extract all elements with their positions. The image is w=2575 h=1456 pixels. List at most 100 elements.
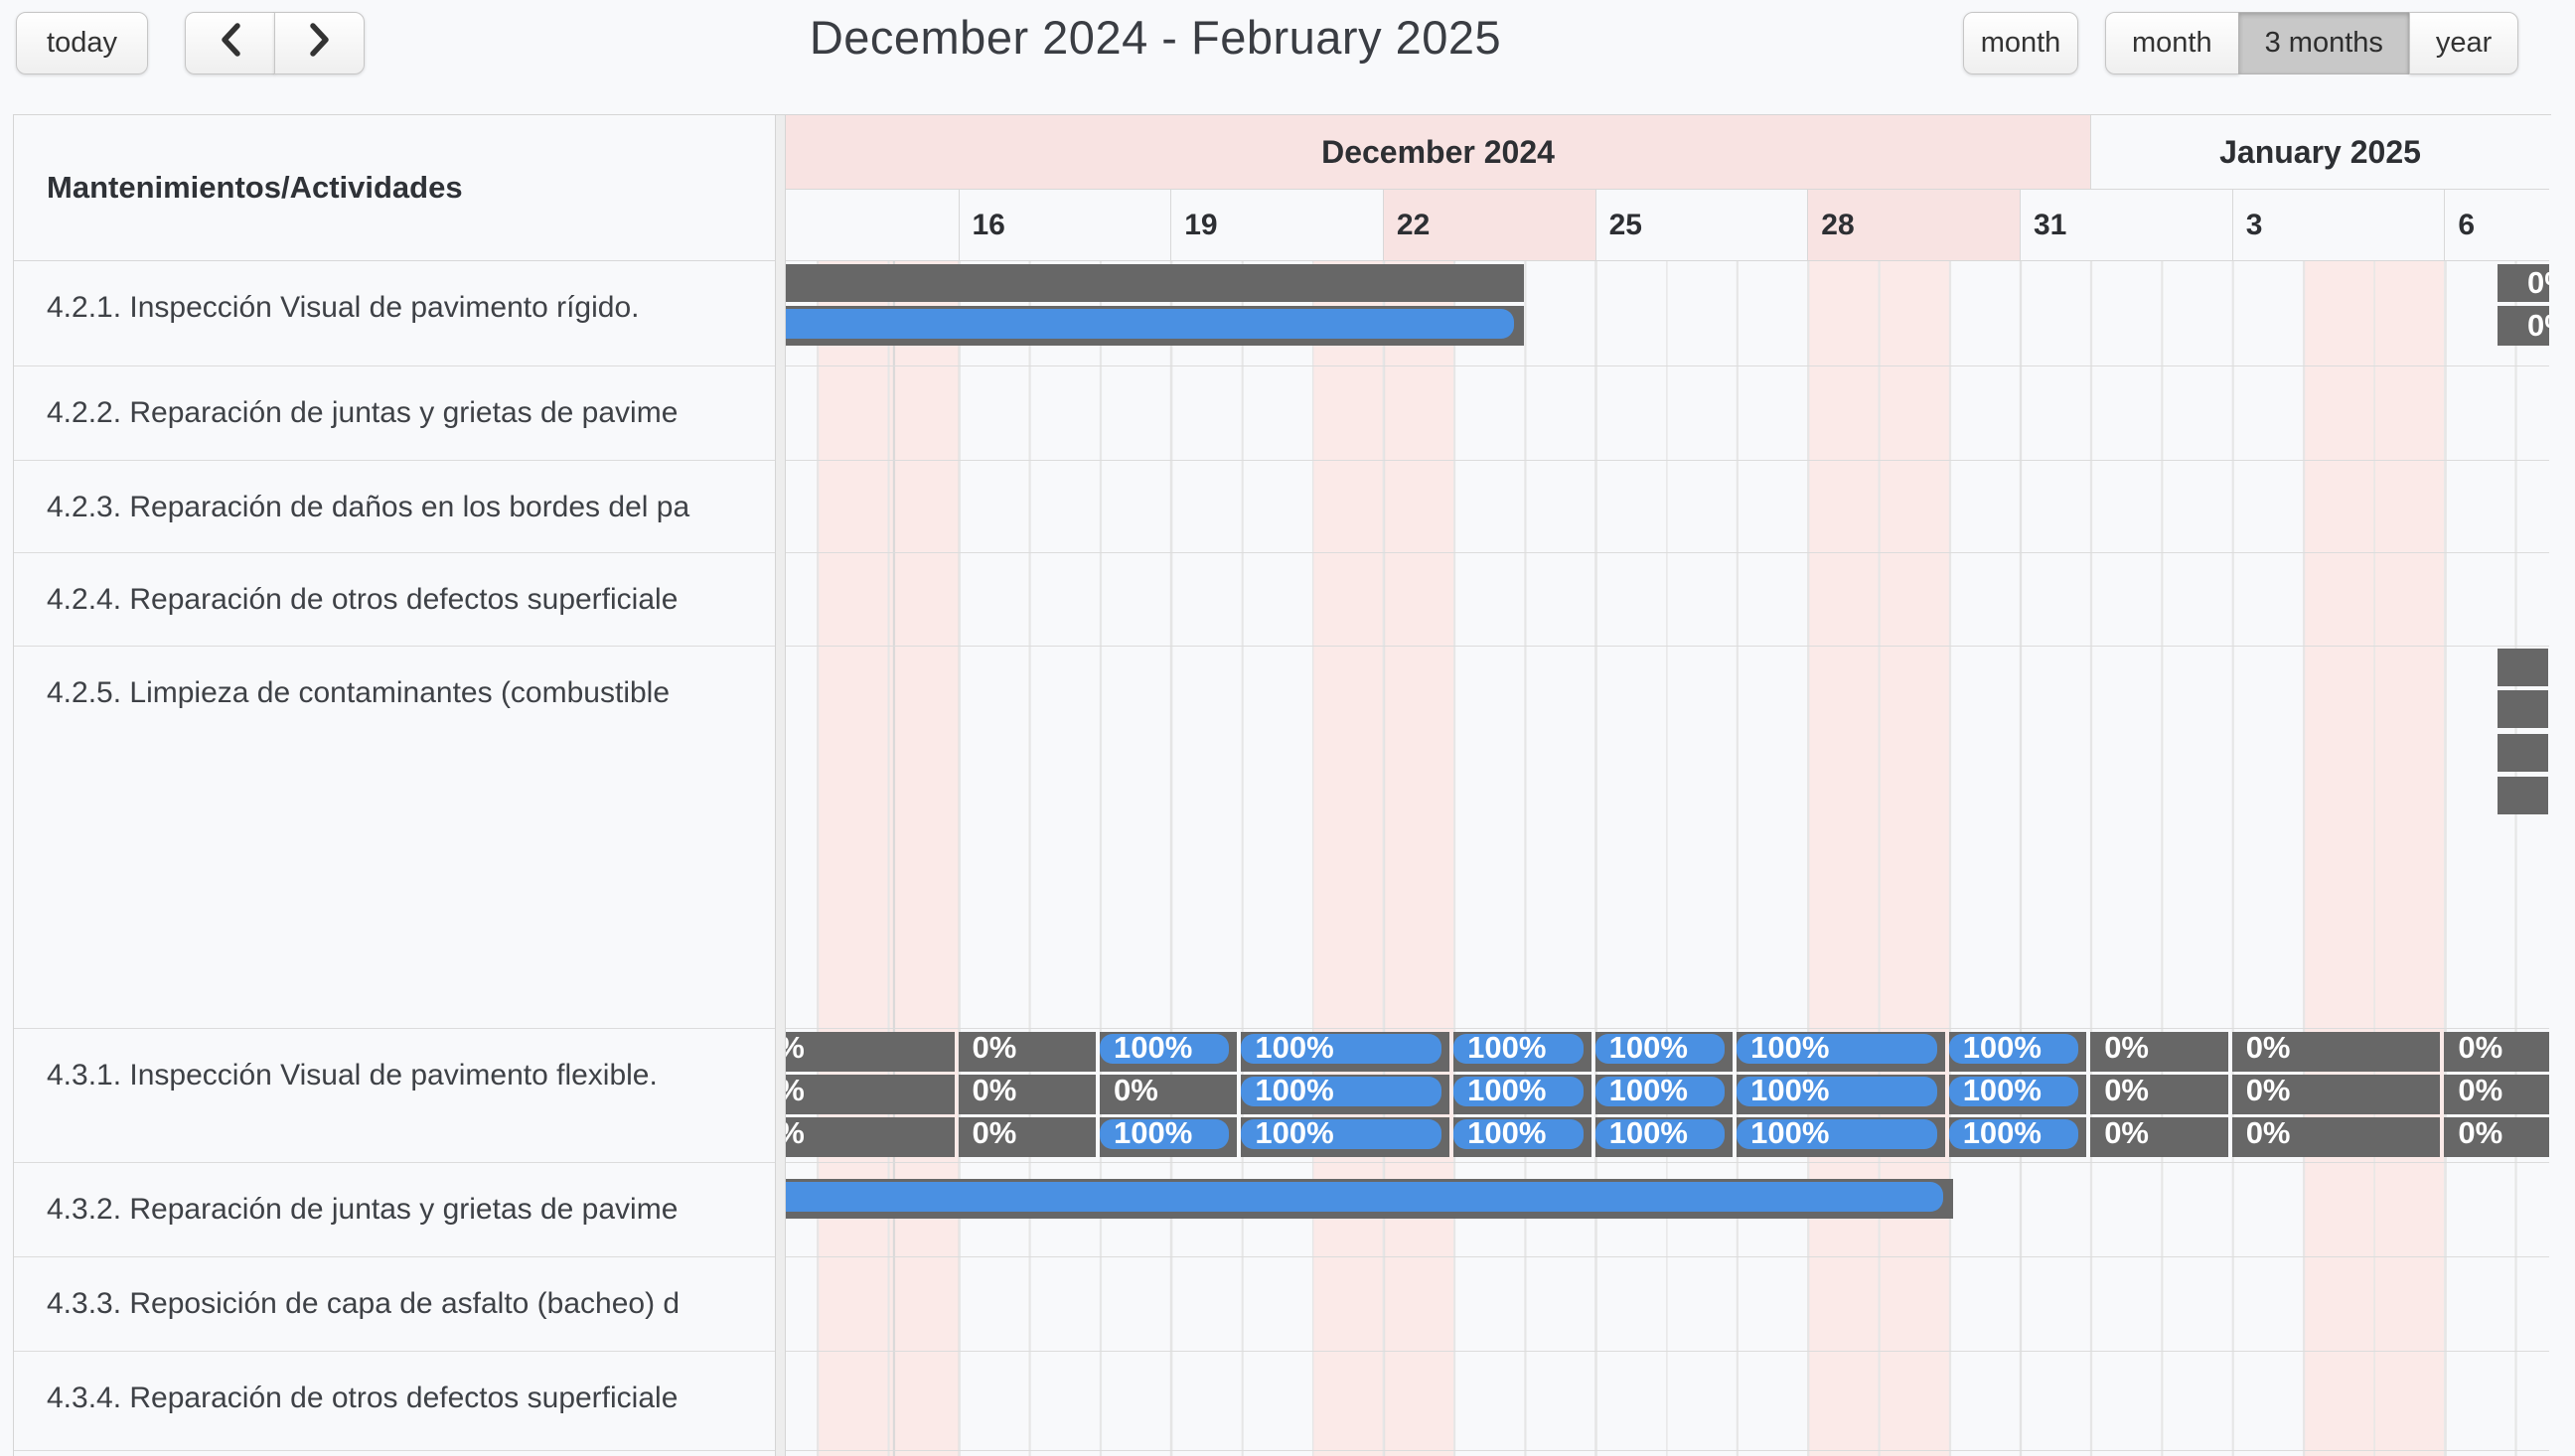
gantt-bar-segment[interactable]: 0%	[2090, 1115, 2228, 1157]
gantt-bar-segment[interactable]: 0%	[2444, 1073, 2549, 1114]
gantt-bar-segment[interactable]: 100%	[1241, 1115, 1450, 1157]
gantt-bar-label: 100%	[1750, 1073, 1830, 1107]
gantt-row	[786, 553, 2549, 647]
gantt-bar-label: 100%	[1750, 1030, 1830, 1065]
timeline-day-cell: 19	[1170, 190, 1383, 260]
gantt-bar-progress	[1594, 1119, 1726, 1149]
resource-row-label: 4.2.2. Reparación de juntas y grietas de…	[14, 366, 775, 461]
scrollbar-gutter[interactable]	[2551, 114, 2575, 1456]
gantt-bar-progress	[1737, 1034, 1937, 1064]
gantt-bar-label: 0%	[2527, 308, 2549, 343]
gantt-bar-segment[interactable]: 100%	[1737, 1115, 1945, 1157]
gantt-bar-segment[interactable]: 100%	[1241, 1030, 1450, 1072]
gantt-bar-label: 100%	[1467, 1115, 1547, 1150]
gantt-bar[interactable]: 0%	[2498, 306, 2549, 346]
gantt-bar-segment[interactable]: 0%	[786, 1073, 955, 1114]
gantt-bar-label: 0%	[2458, 1030, 2503, 1065]
gantt-bar-label: 0%	[2245, 1073, 2291, 1107]
gantt-bar-progress	[786, 309, 1514, 339]
chevron-left-icon	[218, 21, 243, 67]
gantt-bar[interactable]	[2498, 777, 2548, 814]
gantt-bar-segment[interactable]: 100%	[1453, 1030, 1591, 1072]
gantt-bar-progress	[1100, 1034, 1230, 1064]
gantt-bar[interactable]	[2498, 690, 2548, 728]
gantt-bar-segment[interactable]: 100%	[1100, 1030, 1238, 1072]
gantt-bar-segment[interactable]: 100%	[1737, 1073, 1945, 1114]
gantt-bar-progress	[1241, 1119, 1442, 1149]
gantt-bar-segment[interactable]: 0%	[958, 1115, 1096, 1157]
timeline-day-cell: 16	[958, 190, 1171, 260]
gantt-bar-label: 0%	[2527, 265, 2549, 300]
timeline-area: December 2024 January 2025 16 19 22 25 28 31 3 6…	[786, 115, 2549, 1456]
gantt-bar-label: 0%	[1114, 1073, 1158, 1107]
gantt-bar-segment[interactable]: 100%	[1948, 1073, 2087, 1114]
gantt-bar-segment[interactable]: 100%	[1453, 1073, 1591, 1114]
resource-row-label: 4.2.4. Reparación de otros defectos supe…	[14, 553, 775, 647]
gantt-bar-segment[interactable]: 0%	[786, 1030, 955, 1072]
gantt-bar-label: 100%	[1608, 1073, 1688, 1107]
gantt-bar-progress	[1453, 1077, 1584, 1106]
gantt-bar-segment[interactable]: 0%	[958, 1073, 1096, 1114]
month-view-button[interactable]: month	[1963, 12, 2078, 74]
column-resizer[interactable]	[776, 115, 786, 1456]
gantt-bar[interactable]	[2498, 649, 2548, 686]
gantt-bar-label: 0%	[2245, 1030, 2291, 1065]
prev-button[interactable]	[185, 12, 275, 74]
gantt-bar-segment[interactable]: 100%	[1100, 1115, 1238, 1157]
gantt-bar-label: 100%	[1750, 1115, 1830, 1150]
gantt-bar-label: 0%	[786, 1030, 805, 1065]
gantt-bar-segment[interactable]: 100%	[1594, 1115, 1734, 1157]
timeline-month-cell: January 2025	[2090, 115, 2549, 189]
gantt-rows: 0%0%0%0%100%100%100%100%100%100%0%0%0%0%…	[786, 261, 2549, 1456]
gantt-bar-segment[interactable]: 0%	[786, 1115, 955, 1157]
gantt-bar-segment[interactable]: 0%	[2444, 1030, 2549, 1072]
gantt-bar-progress	[1453, 1119, 1584, 1149]
gantt-row	[786, 1257, 2549, 1352]
timeline-day-cell	[786, 190, 959, 260]
page-title: December 2024 - February 2025	[809, 11, 1502, 64]
next-button[interactable]	[274, 12, 365, 74]
gantt-bar[interactable]	[786, 306, 1524, 346]
gantt-bar-segment[interactable]: 100%	[1594, 1030, 1734, 1072]
gantt-bar[interactable]: 0%	[2498, 264, 2549, 302]
gantt-bar-segment[interactable]: 0%	[2231, 1115, 2441, 1157]
gantt-bar-segment[interactable]: 100%	[1453, 1115, 1591, 1157]
view-button-year[interactable]: year	[2408, 12, 2519, 74]
gantt-bar-label: 100%	[1467, 1030, 1547, 1065]
gantt-bar-segment[interactable]: 100%	[1241, 1073, 1450, 1114]
timeline-body: 0%0%0%0%100%100%100%100%100%100%0%0%0%0%…	[786, 261, 2549, 1456]
gantt-bar-segment[interactable]: 100%	[1594, 1073, 1734, 1114]
today-button[interactable]: today	[16, 12, 148, 74]
gantt-bar-segment[interactable]: 0%	[1100, 1073, 1238, 1114]
gantt-bar-progress	[1453, 1034, 1584, 1064]
gantt-bar-segment[interactable]: 0%	[2090, 1030, 2228, 1072]
gantt-bar-segment[interactable]: 0%	[2231, 1073, 2441, 1114]
gantt-bar-label: 100%	[1962, 1115, 2042, 1150]
view-button-group: month 3 months year	[2105, 12, 2519, 74]
gantt-bar[interactable]	[2498, 734, 2548, 772]
gantt-bar-segment[interactable]: 0%	[2444, 1115, 2549, 1157]
nav-button-group	[185, 12, 365, 74]
gantt-bar[interactable]	[786, 1179, 1953, 1219]
gantt-bar-segment[interactable]: 0%	[958, 1030, 1096, 1072]
view-button-month[interactable]: month	[2105, 12, 2239, 74]
gantt-bar-segment[interactable]: 100%	[1737, 1030, 1945, 1072]
gantt-bar[interactable]	[786, 264, 1524, 302]
gantt-grid: Mantenimientos/Actividades 4.2.1. Inspec…	[13, 114, 2552, 1456]
resource-rows: 4.2.1. Inspección Visual de pavimento rí…	[14, 261, 775, 1451]
gantt-row	[786, 461, 2549, 553]
gantt-bar-progress	[1737, 1119, 1937, 1149]
resource-row-label: 4.2.3. Reparación de daños en los bordes…	[14, 461, 775, 553]
timeline-day-cell: 25	[1594, 190, 1808, 260]
timeline-day-cell: 6	[2444, 190, 2549, 260]
gantt-bar-segment[interactable]: 100%	[1948, 1030, 2087, 1072]
gantt-bar-segment[interactable]: 0%	[2090, 1073, 2228, 1114]
view-button-3-months[interactable]: 3 months	[2237, 12, 2410, 74]
resource-row-label: 4.3.1. Inspección Visual de pavimento fl…	[14, 1029, 775, 1163]
gantt-row	[786, 366, 2549, 461]
gantt-bar-segment[interactable]: 0%	[2231, 1030, 2441, 1072]
gantt-bar-segment[interactable]: 100%	[1948, 1115, 2087, 1157]
gantt-bar-progress	[786, 1182, 1943, 1212]
gantt-bar-label: 100%	[1467, 1073, 1547, 1107]
timeline-day-cell: 28	[1807, 190, 2020, 260]
